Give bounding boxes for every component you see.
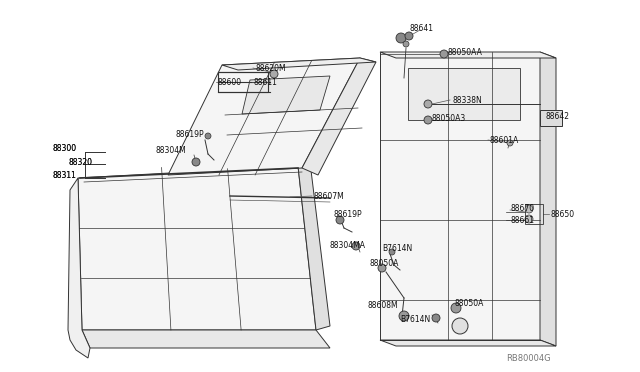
- Bar: [218, 72, 268, 92]
- Text: 88300: 88300: [52, 144, 76, 153]
- Circle shape: [336, 216, 344, 224]
- Polygon shape: [242, 76, 330, 114]
- Text: 88608M: 88608M: [368, 301, 399, 311]
- Text: 88050AA: 88050AA: [448, 48, 483, 57]
- Text: 88600: 88600: [218, 77, 242, 87]
- Circle shape: [452, 318, 468, 334]
- Circle shape: [270, 70, 278, 78]
- Circle shape: [378, 264, 386, 272]
- Circle shape: [403, 41, 409, 47]
- Bar: [525, 204, 543, 224]
- Circle shape: [405, 32, 413, 40]
- Text: 88619P: 88619P: [334, 209, 363, 218]
- Text: 88300: 88300: [52, 144, 76, 153]
- Polygon shape: [380, 52, 556, 58]
- Text: 88050A: 88050A: [455, 298, 484, 308]
- Text: 88620M: 88620M: [255, 64, 285, 73]
- Text: 88670: 88670: [511, 203, 535, 212]
- Circle shape: [352, 242, 360, 250]
- Text: RB80004G: RB80004G: [506, 354, 550, 363]
- Circle shape: [424, 100, 432, 108]
- Text: 88320: 88320: [68, 157, 92, 167]
- Circle shape: [525, 215, 533, 223]
- Text: 88661: 88661: [511, 215, 535, 224]
- Polygon shape: [408, 68, 520, 120]
- Circle shape: [192, 158, 200, 166]
- Text: 88650: 88650: [551, 209, 575, 218]
- Text: 88311: 88311: [52, 170, 76, 180]
- Text: 88311: 88311: [52, 170, 76, 180]
- Circle shape: [205, 133, 211, 139]
- Text: 88641: 88641: [410, 23, 434, 32]
- Circle shape: [389, 249, 395, 255]
- Circle shape: [451, 303, 461, 313]
- Text: 88304M: 88304M: [156, 145, 187, 154]
- Circle shape: [399, 311, 409, 321]
- Polygon shape: [222, 58, 376, 70]
- Text: 88050A: 88050A: [370, 260, 399, 269]
- Polygon shape: [168, 58, 360, 175]
- Text: 88320: 88320: [68, 157, 92, 167]
- Circle shape: [507, 140, 513, 146]
- Circle shape: [440, 50, 448, 58]
- Text: B7614N: B7614N: [382, 244, 412, 253]
- Circle shape: [396, 33, 406, 43]
- Bar: [540, 110, 562, 126]
- Polygon shape: [380, 340, 556, 346]
- Polygon shape: [540, 52, 556, 346]
- Polygon shape: [78, 166, 316, 330]
- Text: 88601A: 88601A: [490, 135, 519, 144]
- Text: 88611: 88611: [254, 77, 278, 87]
- Circle shape: [424, 116, 432, 124]
- Polygon shape: [380, 52, 540, 340]
- Text: B7614N: B7614N: [400, 315, 430, 324]
- Polygon shape: [82, 330, 330, 348]
- Text: 88607M: 88607M: [314, 192, 345, 201]
- Polygon shape: [68, 178, 90, 358]
- Circle shape: [525, 205, 533, 213]
- Polygon shape: [298, 162, 330, 330]
- Text: 88338N: 88338N: [453, 96, 483, 105]
- Circle shape: [432, 314, 440, 322]
- Text: 88642: 88642: [546, 112, 570, 121]
- Polygon shape: [302, 58, 376, 175]
- Text: 88050A3: 88050A3: [432, 113, 467, 122]
- Text: 88619P: 88619P: [176, 129, 205, 138]
- Text: 88304MA: 88304MA: [330, 241, 366, 250]
